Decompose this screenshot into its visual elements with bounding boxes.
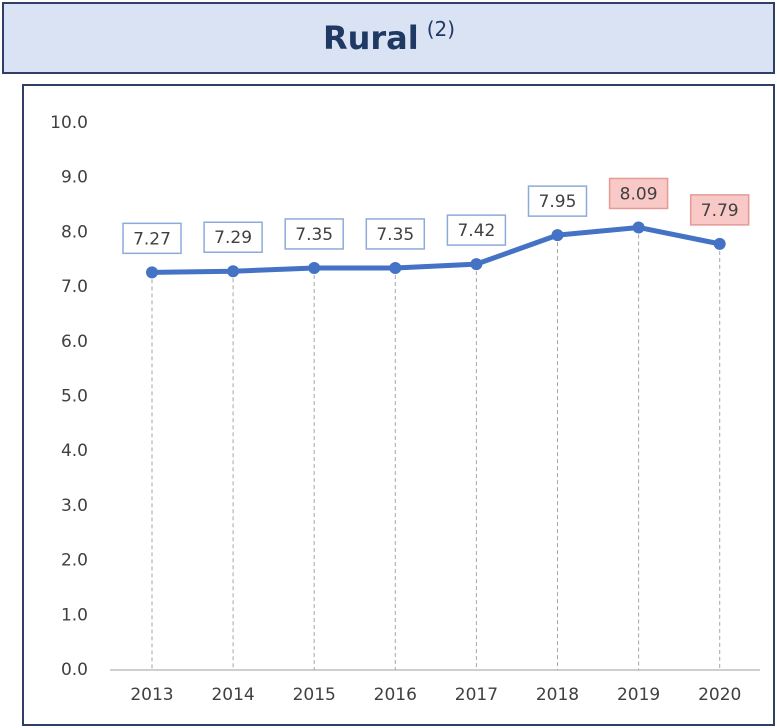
y-tick-label: 5.0: [61, 387, 88, 407]
y-tick-label: 0.0: [61, 660, 88, 680]
x-tick-label: 2019: [617, 685, 660, 705]
data-label: 7.42: [457, 221, 495, 241]
data-label: 7.29: [214, 228, 252, 248]
y-tick-label: 8.0: [61, 222, 88, 242]
data-label: 7.27: [133, 229, 171, 249]
y-tick-label: 1.0: [61, 605, 88, 625]
label-box: [365, 218, 426, 250]
y-tick-label: 3.0: [61, 496, 88, 516]
y-tick-label: 9.0: [61, 168, 88, 188]
y-tick-label: 7.0: [61, 277, 88, 297]
data-label: 7.95: [539, 192, 577, 212]
x-tick-label: 2014: [211, 685, 254, 705]
title-note: (2): [427, 17, 455, 41]
y-tick-label: 4.0: [61, 441, 88, 461]
point: [713, 237, 726, 250]
label-box: [608, 177, 669, 210]
point: [551, 229, 564, 242]
label-box: [203, 221, 263, 253]
x-tick-label: 2020: [698, 685, 741, 705]
x-tick-label: 2018: [536, 685, 579, 705]
x-tick-label: 2015: [293, 685, 336, 705]
y-tick-label: 2.0: [61, 551, 88, 571]
series-line: [151, 224, 721, 275]
point: [308, 261, 321, 274]
label-box: [284, 218, 344, 250]
label-box: [689, 194, 750, 226]
data-label: 7.35: [295, 225, 333, 245]
label-box: [446, 214, 507, 246]
data-label: 7.35: [376, 225, 414, 245]
plot-area: 0.0 1.0 2.0 3.0 4.0 5.0 6.0 7.0 8.0 9.0 10.0 2013 20…: [50, 113, 760, 705]
chart-title: Rural (2): [323, 17, 455, 58]
header-box: [2, 2, 775, 74]
point: [227, 265, 240, 278]
point: [389, 261, 402, 274]
title-text: Rural: [323, 19, 419, 57]
x-tick-label: 2016: [374, 685, 417, 705]
label-box: [122, 222, 182, 255]
data-label: 8.09: [620, 184, 658, 204]
y-tick-label: 6.0: [61, 332, 88, 352]
point: [632, 221, 645, 234]
data-label: 7.79: [701, 201, 739, 221]
y-tick-label: 10.0: [50, 113, 88, 133]
point: [470, 258, 483, 271]
x-tick-label: 2013: [130, 685, 173, 705]
label-box: [527, 185, 588, 217]
point: [146, 266, 158, 279]
x-tick-label: 2017: [455, 685, 498, 705]
